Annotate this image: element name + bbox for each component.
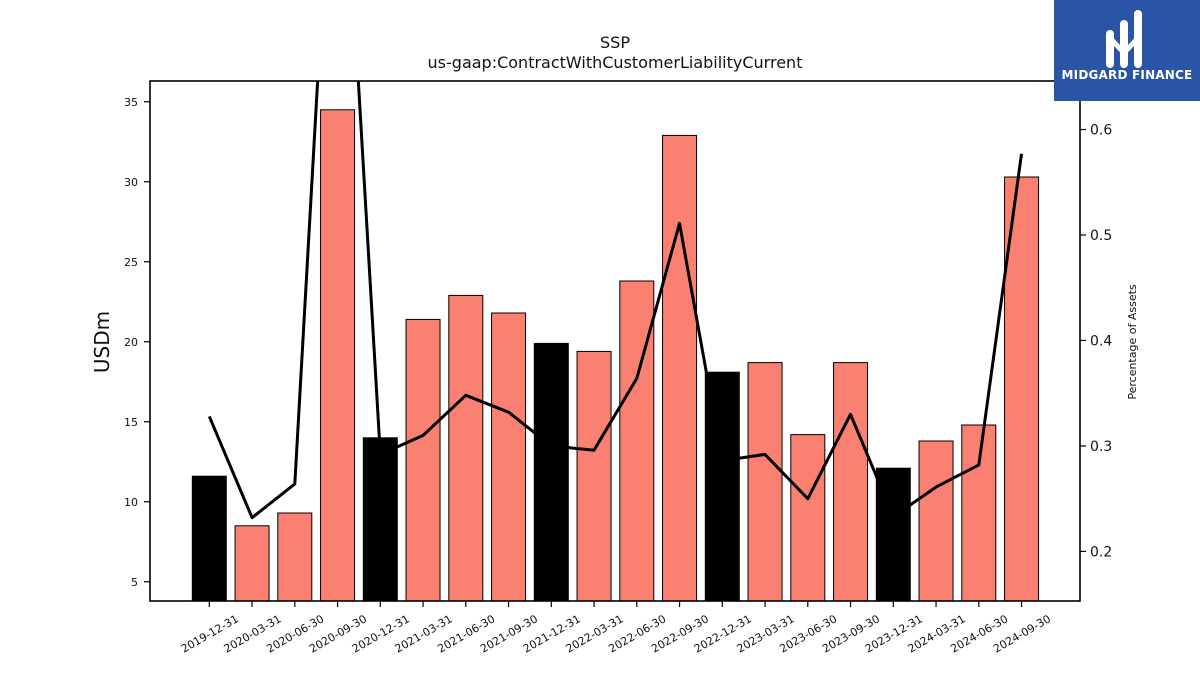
bar-2022-06-30	[619, 280, 655, 602]
bar-2024-06-30	[961, 424, 997, 602]
bar-2020-12-31	[362, 437, 398, 602]
bar-2022-09-30	[662, 134, 698, 602]
chart-title: SSP	[600, 33, 630, 52]
y-tick-label-left: 5	[131, 576, 138, 589]
chart-subtitle: us-gaap:ContractWithCustomerLiabilityCur…	[427, 53, 803, 72]
percentage-of-assets-line	[207, 81, 1023, 520]
y-tick-label-left: 30	[124, 176, 138, 189]
bar-2023-06-30	[790, 434, 826, 602]
bar-2020-06-30	[277, 512, 313, 602]
bar-2022-12-31	[704, 371, 740, 602]
bar-2020-03-31	[234, 525, 270, 602]
y-tick-label-right: 0.6	[1090, 123, 1112, 139]
bar-2023-09-30	[833, 362, 869, 602]
y-tick-label-right: 0.5	[1090, 228, 1112, 244]
y-tick-label-right: 0.2	[1090, 544, 1112, 560]
y-axis-label-left: USDm	[90, 311, 114, 373]
bar-2024-03-31	[918, 440, 954, 602]
bar-2021-03-31	[405, 318, 441, 602]
y-tick-label-right: 0.3	[1090, 439, 1112, 455]
y-tick-label-left: 35	[124, 96, 138, 109]
y-axis-label-right: Percentage of Assets	[1126, 284, 1139, 400]
company-logo: MIDGARD FINANCE	[1054, 0, 1200, 101]
bar-2023-03-31	[747, 362, 783, 602]
bar-2021-06-30	[448, 294, 484, 602]
y-tick-label-left: 10	[124, 496, 138, 509]
line-series	[207, 81, 1023, 520]
logo-mark-icon	[1106, 10, 1142, 68]
y-tick-label-right: 0.4	[1090, 333, 1112, 349]
bar-series	[191, 109, 1040, 602]
y-tick-label-left: 20	[124, 336, 138, 349]
bar-2019-12-31	[191, 475, 227, 602]
y-tick-label-left: 15	[124, 416, 138, 429]
bar-2021-09-30	[491, 312, 527, 602]
bar-2022-03-31	[576, 350, 612, 602]
bar-2020-09-30	[320, 109, 356, 602]
bar-2024-09-30	[1004, 176, 1040, 602]
y-tick-label-left: 25	[124, 256, 138, 269]
logo-text: MIDGARD FINANCE	[1061, 68, 1193, 82]
bar-2021-12-31	[533, 342, 569, 602]
